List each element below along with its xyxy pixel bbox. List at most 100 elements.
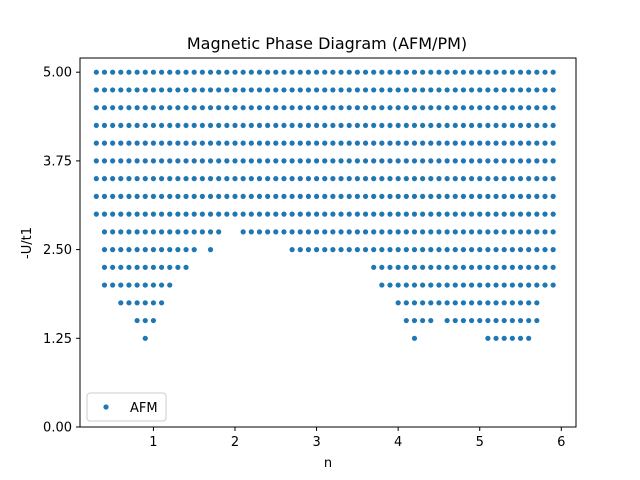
data-point-afm	[445, 318, 450, 323]
data-point-afm	[453, 158, 458, 163]
data-point-afm	[183, 141, 188, 146]
data-point-afm	[445, 282, 450, 287]
data-point-afm	[143, 141, 148, 146]
data-point-afm	[322, 87, 327, 92]
data-point-afm	[224, 212, 229, 217]
data-point-afm	[135, 105, 140, 110]
data-point-afm	[445, 265, 450, 270]
data-point-afm	[151, 229, 156, 234]
data-point-afm	[338, 212, 343, 217]
data-point-afm	[159, 158, 164, 163]
data-point-afm	[257, 176, 262, 181]
data-point-afm	[167, 282, 172, 287]
data-point-afm	[518, 87, 523, 92]
data-point-afm	[151, 123, 156, 128]
data-point-afm	[493, 318, 498, 323]
data-point-afm	[412, 282, 417, 287]
x-tick-label: 2	[231, 435, 239, 450]
data-point-afm	[200, 176, 205, 181]
data-point-afm	[551, 70, 556, 75]
data-point-afm	[135, 212, 140, 217]
data-point-afm	[510, 300, 515, 305]
data-point-afm	[412, 87, 417, 92]
data-point-afm	[477, 194, 482, 199]
data-point-afm	[290, 123, 295, 128]
data-point-afm	[469, 212, 474, 217]
data-point-afm	[249, 141, 254, 146]
data-point-afm	[387, 247, 392, 252]
data-point-afm	[404, 300, 409, 305]
data-point-afm	[526, 229, 531, 234]
data-point-afm	[232, 158, 237, 163]
data-point-afm	[151, 265, 156, 270]
data-point-afm	[175, 141, 180, 146]
data-point-afm	[510, 247, 515, 252]
data-point-afm	[241, 194, 246, 199]
data-point-afm	[436, 247, 441, 252]
data-point-afm	[281, 141, 286, 146]
data-point-afm	[469, 265, 474, 270]
data-point-afm	[518, 212, 523, 217]
data-point-afm	[477, 105, 482, 110]
data-point-afm	[94, 105, 99, 110]
data-point-afm	[420, 87, 425, 92]
data-point-afm	[110, 212, 115, 217]
data-point-afm	[159, 141, 164, 146]
data-point-afm	[428, 300, 433, 305]
data-point-afm	[445, 158, 450, 163]
data-point-afm	[200, 194, 205, 199]
data-point-afm	[379, 176, 384, 181]
data-point-afm	[493, 123, 498, 128]
data-point-afm	[493, 265, 498, 270]
data-point-afm	[338, 158, 343, 163]
data-point-afm	[542, 105, 547, 110]
data-point-afm	[436, 229, 441, 234]
data-point-afm	[265, 87, 270, 92]
data-point-afm	[290, 87, 295, 92]
data-point-afm	[216, 123, 221, 128]
data-point-afm	[118, 105, 123, 110]
data-point-afm	[453, 123, 458, 128]
data-point-afm	[412, 212, 417, 217]
data-point-afm	[355, 123, 360, 128]
data-point-afm	[94, 158, 99, 163]
data-point-afm	[200, 105, 205, 110]
data-point-afm	[518, 247, 523, 252]
data-point-afm	[428, 105, 433, 110]
data-point-afm	[518, 141, 523, 146]
data-point-afm	[534, 318, 539, 323]
x-tick-label: 6	[557, 435, 565, 450]
data-point-afm	[493, 336, 498, 341]
data-point-afm	[453, 265, 458, 270]
plot-points	[94, 70, 556, 341]
data-point-afm	[110, 282, 115, 287]
data-point-afm	[265, 141, 270, 146]
data-point-afm	[167, 141, 172, 146]
data-point-afm	[143, 105, 148, 110]
data-point-afm	[102, 70, 107, 75]
data-point-afm	[502, 247, 507, 252]
data-point-afm	[338, 70, 343, 75]
data-point-afm	[200, 87, 205, 92]
data-point-afm	[453, 282, 458, 287]
data-point-afm	[396, 282, 401, 287]
data-point-afm	[94, 194, 99, 199]
data-point-afm	[290, 70, 295, 75]
data-point-afm	[542, 87, 547, 92]
data-point-afm	[485, 194, 490, 199]
data-point-afm	[542, 158, 547, 163]
data-point-afm	[396, 105, 401, 110]
data-point-afm	[363, 87, 368, 92]
data-point-afm	[518, 318, 523, 323]
data-point-afm	[192, 229, 197, 234]
data-point-afm	[159, 176, 164, 181]
data-point-afm	[396, 70, 401, 75]
data-point-afm	[412, 300, 417, 305]
data-point-afm	[396, 123, 401, 128]
data-point-afm	[445, 123, 450, 128]
data-point-afm	[143, 300, 148, 305]
data-point-afm	[534, 212, 539, 217]
data-point-afm	[330, 247, 335, 252]
data-point-afm	[290, 247, 295, 252]
data-point-afm	[102, 282, 107, 287]
